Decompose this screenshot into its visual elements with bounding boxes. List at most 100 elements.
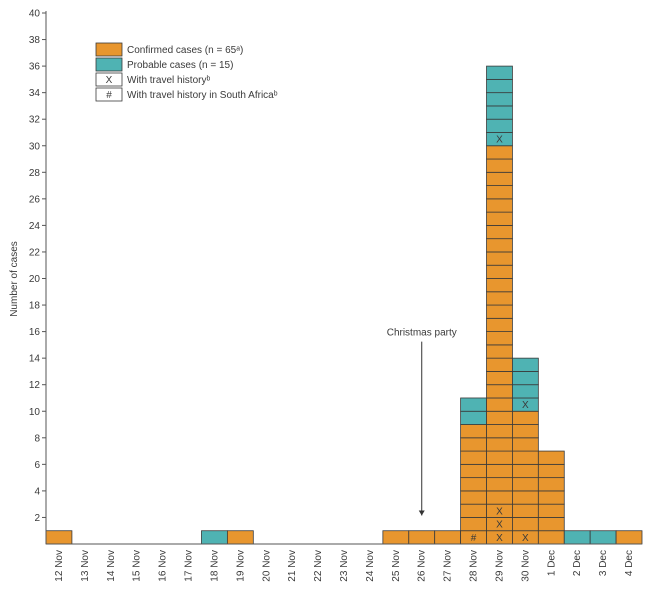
case-cell — [486, 105, 513, 120]
x-tick-label: 15 Nov — [132, 550, 143, 582]
case-cell — [434, 530, 462, 545]
x-tick-label: 23 Nov — [339, 550, 350, 582]
x-tick-label: 2 Dec — [572, 550, 583, 576]
x-tick-label: 24 Nov — [365, 550, 376, 582]
case-cell — [512, 384, 539, 399]
case-cell — [460, 490, 487, 505]
x-ticks: 12 Nov 13 Nov 14 Nov 15 Nov 16 Nov 17 Nov 18 N… — [54, 550, 635, 582]
case-cell — [486, 158, 513, 173]
y-tick-label: 20 — [29, 274, 41, 285]
y-tick-label: 30 — [29, 141, 41, 152]
case-cell — [486, 145, 513, 160]
case-cell — [486, 463, 513, 479]
case-cell — [589, 530, 617, 545]
y-tick-label: 24 — [29, 221, 41, 232]
legend-symbol: X — [106, 75, 113, 86]
y-tick-label: 18 — [29, 301, 41, 312]
case-cell — [486, 490, 513, 505]
legend-swatch — [95, 87, 123, 102]
x-tick-label: 4 Dec — [624, 550, 635, 576]
x-tick-label: 17 Nov — [184, 550, 195, 582]
case-cell — [512, 490, 539, 505]
legend-label: Probable cases (n = 15) — [127, 60, 233, 71]
x-tick-label: 16 Nov — [158, 550, 169, 582]
case-cell — [512, 503, 539, 518]
x-tick-label: 14 Nov — [106, 550, 117, 582]
x-tick-label: 20 Nov — [261, 550, 272, 582]
travel-marker: X — [496, 533, 503, 544]
x-tick-label: 30 Nov — [520, 550, 531, 582]
x-tick-label: 25 Nov — [391, 550, 402, 582]
legend: Confirmed cases (n = 65ᵃ) Probable cases … — [95, 42, 278, 102]
case-cell — [486, 251, 513, 266]
legend-swatch — [95, 42, 123, 57]
y-tick-label: 28 — [29, 168, 41, 179]
x-tick-label: 21 Nov — [287, 550, 298, 582]
y-tick-label: 38 — [29, 35, 41, 46]
axes — [45, 11, 642, 545]
case-cell — [486, 65, 513, 80]
case-cell — [486, 92, 513, 107]
case-cell — [537, 463, 565, 479]
case-cell — [537, 450, 565, 465]
case-cell — [512, 437, 539, 452]
y-tick-label: 26 — [29, 194, 41, 205]
y-tick-label: 12 — [29, 380, 41, 391]
case-cell — [512, 463, 539, 479]
case-cell — [486, 224, 513, 240]
y-tick-label: 16 — [29, 327, 41, 338]
case-cell — [460, 450, 487, 465]
case-cell — [460, 410, 487, 425]
y-tick-label: 32 — [29, 115, 41, 126]
case-cell — [537, 490, 565, 505]
case-cell — [460, 424, 487, 439]
case-cell — [45, 530, 73, 545]
legend-swatch — [95, 72, 123, 87]
y-tick-label: 34 — [29, 88, 41, 99]
case-cell — [486, 357, 513, 372]
case-cell — [486, 477, 513, 492]
annotation-arrow-head — [418, 510, 425, 516]
case-cell — [486, 118, 513, 133]
case-cell — [486, 185, 513, 200]
travel-marker: X — [496, 135, 503, 146]
case-cell — [226, 530, 254, 545]
case-cell — [512, 410, 539, 425]
annotation-label: Christmas party — [387, 328, 457, 339]
case-cell — [537, 517, 565, 532]
case-cell — [408, 530, 436, 545]
x-tick-label: 28 Nov — [469, 550, 480, 582]
travel-marker: # — [471, 533, 477, 544]
case-cell — [486, 264, 513, 279]
legend-swatch — [95, 57, 123, 72]
case-cell — [460, 517, 487, 532]
legend-label: With travel history in South Africaᵇ — [127, 90, 278, 101]
x-tick-label: 13 Nov — [80, 550, 91, 582]
case-cell — [382, 530, 410, 545]
case-cell — [512, 357, 539, 372]
x-tick-label: 18 Nov — [209, 550, 220, 582]
y-tick-label: 4 — [34, 486, 40, 497]
case-cell — [537, 530, 565, 545]
travel-marker: X — [522, 533, 529, 544]
x-tick-label: 27 Nov — [443, 550, 454, 582]
case-cell — [460, 437, 487, 452]
annotation: Christmas party — [387, 328, 457, 516]
travel-marker: X — [496, 520, 503, 531]
y-tick-label: 6 — [34, 460, 40, 471]
x-tick-label: 1 Dec — [546, 550, 557, 576]
legend-symbol: # — [106, 90, 112, 101]
case-cell — [486, 450, 513, 465]
x-tick-label: 12 Nov — [54, 550, 65, 582]
case-cell — [486, 410, 513, 425]
case-cell — [460, 477, 487, 492]
y-tick-label: 10 — [29, 407, 41, 418]
y-axis-label: Number of cases — [9, 241, 20, 317]
y-tick-label: 40 — [29, 9, 41, 20]
case-cell — [486, 238, 513, 253]
case-cell — [486, 198, 513, 213]
case-cell — [512, 517, 539, 532]
case-cell — [460, 463, 487, 479]
case-cell — [486, 171, 513, 186]
